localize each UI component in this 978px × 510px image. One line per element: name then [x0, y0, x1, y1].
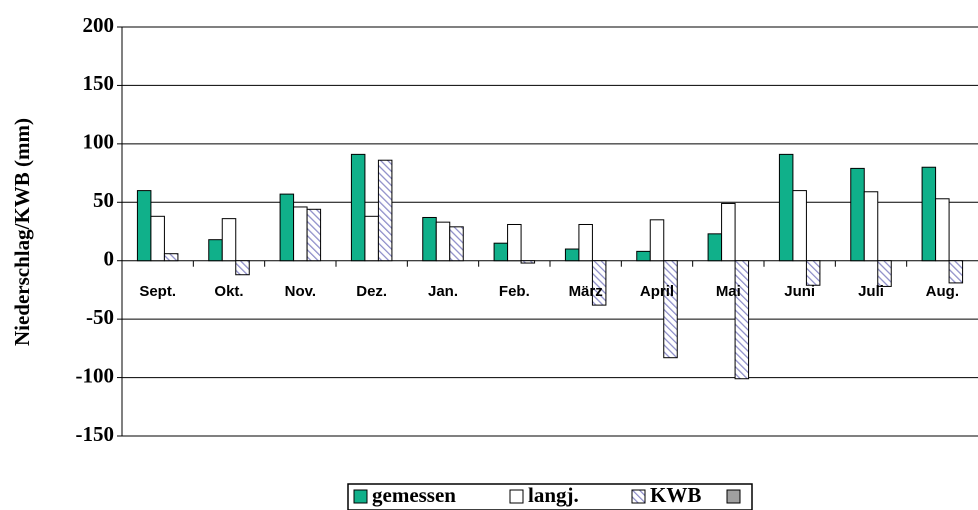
bar: [163, 253, 179, 262]
bar: [805, 260, 821, 286]
bar: [279, 193, 295, 262]
bar: [707, 233, 723, 262]
bar: [136, 190, 152, 262]
x-tick-label: Juli: [858, 283, 884, 300]
x-tick-label: Okt.: [214, 283, 243, 300]
y-tick-label: 0: [104, 247, 115, 271]
bar: [948, 260, 964, 284]
legend-label: gemessen: [372, 483, 456, 507]
x-tick-label: März: [569, 283, 603, 300]
bar: [564, 248, 580, 262]
bar: [493, 242, 509, 262]
y-tick-label: -100: [76, 363, 115, 387]
y-tick-label: -150: [76, 422, 115, 446]
x-tick-label: Dez.: [356, 283, 387, 300]
bar: [877, 260, 892, 287]
legend-swatch: [353, 489, 368, 504]
bar: [520, 260, 536, 264]
bar: [364, 215, 379, 262]
bar: [235, 260, 250, 276]
bar: [721, 202, 736, 262]
x-tick-label: Juni: [784, 283, 815, 300]
x-tick-label: Feb.: [499, 283, 530, 300]
bar: [734, 260, 750, 380]
x-tick-label: Sept.: [139, 283, 176, 300]
bar: [293, 206, 308, 262]
bar: [663, 260, 678, 359]
bar: [792, 190, 807, 262]
x-tick-label: Mai: [716, 283, 741, 300]
bar: [208, 239, 223, 262]
bar: [221, 218, 237, 262]
legend-swatch: [509, 489, 524, 504]
x-tick-label: Nov.: [285, 283, 316, 300]
bar: [377, 159, 393, 262]
bar: [350, 153, 366, 262]
bar: [422, 216, 437, 262]
bar: [507, 223, 522, 262]
legend-label: KWB: [650, 483, 701, 507]
legend-label: langj.: [528, 483, 579, 507]
bar: [863, 191, 879, 262]
bar: [649, 219, 665, 262]
bar: [578, 223, 593, 262]
bar: [306, 208, 322, 262]
bar: [150, 215, 165, 262]
y-axis-label: Niederschlag/KWB (mm): [10, 118, 34, 346]
legend-box: [347, 483, 753, 510]
legend-swatch: [631, 489, 646, 504]
bar: [778, 153, 794, 262]
y-tick-label: 50: [93, 188, 114, 212]
bar: [435, 221, 451, 262]
x-tick-label: Aug.: [926, 283, 959, 300]
bar: [449, 226, 464, 262]
x-tick-label: April: [640, 283, 674, 300]
bar: [935, 198, 950, 262]
y-tick-label: -50: [86, 305, 114, 329]
x-tick-label: Jan.: [428, 283, 458, 300]
bar: [850, 167, 865, 262]
bar: [591, 260, 607, 306]
legend-swatch-empty: [726, 489, 741, 504]
y-tick-label: 100: [83, 130, 115, 154]
bar: [921, 166, 937, 262]
y-tick-label: 200: [83, 13, 115, 37]
y-tick-label: 150: [83, 71, 115, 95]
bar: [636, 250, 651, 262]
